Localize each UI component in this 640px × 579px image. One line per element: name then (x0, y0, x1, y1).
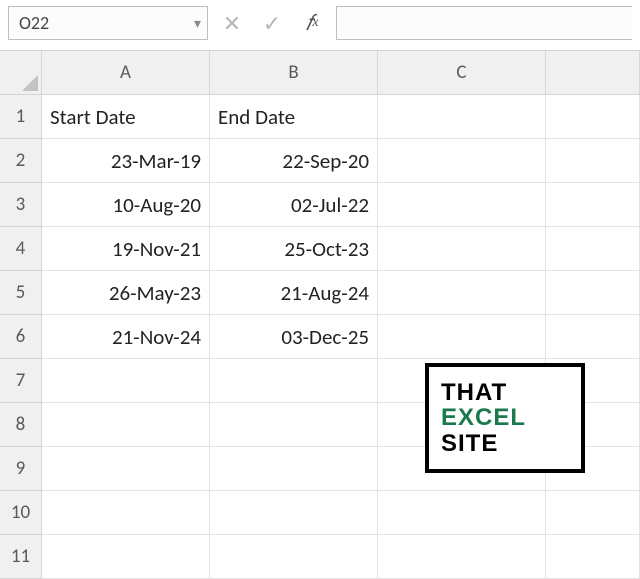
excel-window: O22 ▾ ✕ ✓ 𝑓x A B C 1 Start Date End Date… (0, 0, 640, 579)
cell-A4[interactable]: 19-Nov-21 (42, 227, 210, 271)
cell-C6[interactable] (378, 315, 546, 359)
row-header-1[interactable]: 1 (0, 95, 42, 139)
cell-C2[interactable] (378, 139, 546, 183)
row-header-3[interactable]: 3 (0, 183, 42, 227)
formula-input[interactable] (336, 6, 632, 40)
cell-D4[interactable] (546, 227, 640, 271)
name-box[interactable]: O22 ▾ (8, 6, 208, 40)
cell-A3[interactable]: 10-Aug-20 (42, 183, 210, 227)
cell-B3[interactable]: 02-Jul-22 (210, 183, 378, 227)
row-header-11[interactable]: 11 (0, 535, 42, 579)
cell-A9[interactable] (42, 447, 210, 491)
confirm-icon: ✓ (256, 7, 288, 39)
row-header-9[interactable]: 9 (0, 447, 42, 491)
cell-B8[interactable] (210, 403, 378, 447)
cell-B1[interactable]: End Date (210, 95, 378, 139)
fx-icon[interactable]: 𝑓x (296, 7, 328, 39)
cell-C11[interactable] (378, 535, 546, 579)
cell-A11[interactable] (42, 535, 210, 579)
cell-D6[interactable] (546, 315, 640, 359)
cell-A2[interactable]: 23-Mar-19 (42, 139, 210, 183)
row-header-2[interactable]: 2 (0, 139, 42, 183)
cell-C4[interactable] (378, 227, 546, 271)
cell-D2[interactable] (546, 139, 640, 183)
cell-D3[interactable] (546, 183, 640, 227)
cell-A10[interactable] (42, 491, 210, 535)
col-header-B[interactable]: B (210, 51, 378, 95)
spreadsheet-grid[interactable]: A B C 1 Start Date End Date 2 23-Mar-19 … (0, 51, 640, 579)
cell-D10[interactable] (546, 491, 640, 535)
cell-D1[interactable] (546, 95, 640, 139)
cell-B10[interactable] (210, 491, 378, 535)
cell-B4[interactable]: 25-Oct-23 (210, 227, 378, 271)
watermark-logo: THAT EXCEL SITE (425, 363, 585, 473)
cell-A7[interactable] (42, 359, 210, 403)
row-header-6[interactable]: 6 (0, 315, 42, 359)
cell-C10[interactable] (378, 491, 546, 535)
cell-C5[interactable] (378, 271, 546, 315)
cell-B7[interactable] (210, 359, 378, 403)
cell-B5[interactable]: 21-Aug-24 (210, 271, 378, 315)
formula-bar: O22 ▾ ✕ ✓ 𝑓x (0, 0, 640, 51)
col-header-A[interactable]: A (42, 51, 210, 95)
name-box-dropdown-icon[interactable]: ▾ (194, 15, 201, 32)
row-header-7[interactable]: 7 (0, 359, 42, 403)
logo-line1: THAT (441, 380, 581, 405)
row-header-8[interactable]: 8 (0, 403, 42, 447)
logo-line3: SITE (441, 431, 581, 456)
cell-D5[interactable] (546, 271, 640, 315)
cell-D11[interactable] (546, 535, 640, 579)
cell-B9[interactable] (210, 447, 378, 491)
cell-A8[interactable] (42, 403, 210, 447)
cell-A1[interactable]: Start Date (42, 95, 210, 139)
cancel-icon: ✕ (216, 7, 248, 39)
cell-C3[interactable] (378, 183, 546, 227)
col-header-C[interactable]: C (378, 51, 546, 95)
cell-B6[interactable]: 03-Dec-25 (210, 315, 378, 359)
select-all-corner[interactable] (0, 51, 42, 95)
cell-C1[interactable] (378, 95, 546, 139)
col-header-D[interactable] (546, 51, 640, 95)
cell-A6[interactable]: 21-Nov-24 (42, 315, 210, 359)
cell-B2[interactable]: 22-Sep-20 (210, 139, 378, 183)
name-box-value: O22 (19, 12, 49, 34)
row-header-4[interactable]: 4 (0, 227, 42, 271)
cell-A5[interactable]: 26-May-23 (42, 271, 210, 315)
row-header-10[interactable]: 10 (0, 491, 42, 535)
logo-line2: EXCEL (441, 405, 581, 430)
row-header-5[interactable]: 5 (0, 271, 42, 315)
cell-B11[interactable] (210, 535, 378, 579)
